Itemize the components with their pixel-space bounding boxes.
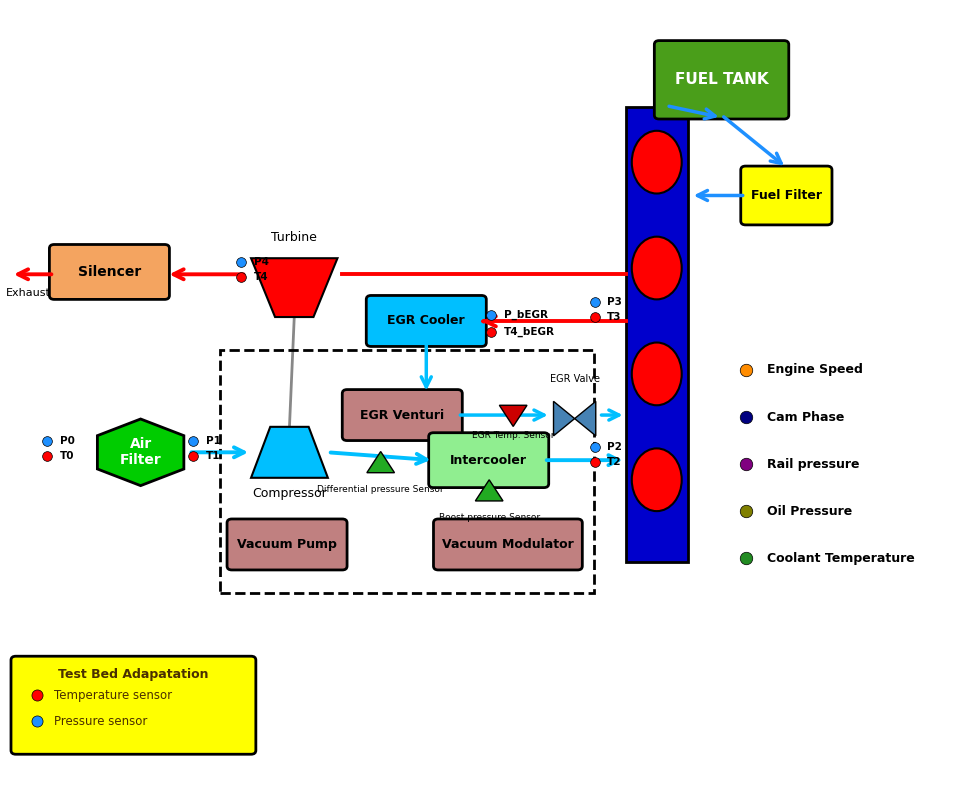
Text: Vacuum Modulator: Vacuum Modulator	[442, 538, 574, 551]
Text: P_bEGR: P_bEGR	[504, 310, 548, 320]
Ellipse shape	[632, 237, 682, 299]
Text: P2: P2	[608, 442, 622, 452]
Text: Exhaust: Exhaust	[6, 288, 51, 298]
Text: P1: P1	[206, 435, 221, 445]
FancyBboxPatch shape	[741, 166, 832, 225]
Text: Boost pressure Sensor: Boost pressure Sensor	[438, 513, 539, 523]
Ellipse shape	[632, 449, 682, 511]
Text: Differential pressure Sensor: Differential pressure Sensor	[318, 486, 444, 494]
Text: Test Bed Adapatation: Test Bed Adapatation	[58, 667, 209, 681]
Text: Temperature sensor: Temperature sensor	[54, 689, 172, 702]
FancyBboxPatch shape	[227, 519, 347, 570]
Text: Silencer: Silencer	[78, 265, 141, 279]
FancyBboxPatch shape	[11, 656, 256, 754]
Text: Oil Pressure: Oil Pressure	[767, 504, 852, 518]
Text: Coolant Temperature: Coolant Temperature	[767, 552, 915, 565]
Text: P0: P0	[60, 435, 75, 445]
Ellipse shape	[632, 342, 682, 405]
Text: T2: T2	[608, 456, 622, 467]
Text: Engine Speed: Engine Speed	[767, 364, 863, 376]
Text: Fuel Filter: Fuel Filter	[751, 189, 821, 202]
Text: Air
Filter: Air Filter	[119, 438, 162, 467]
Text: FUEL TANK: FUEL TANK	[675, 72, 768, 87]
Text: Cam Phase: Cam Phase	[767, 411, 844, 423]
FancyBboxPatch shape	[49, 245, 169, 299]
Polygon shape	[575, 401, 596, 436]
Text: T0: T0	[60, 451, 74, 461]
Text: Turbine: Turbine	[272, 231, 317, 244]
Polygon shape	[97, 419, 184, 486]
Text: EGR Venturi: EGR Venturi	[360, 408, 444, 422]
Text: EGR Cooler: EGR Cooler	[387, 315, 465, 327]
Bar	[221, 350, 594, 593]
Text: T4_bEGR: T4_bEGR	[504, 327, 555, 337]
FancyBboxPatch shape	[433, 519, 583, 570]
Polygon shape	[476, 480, 503, 501]
Text: Pressure sensor: Pressure sensor	[54, 715, 147, 728]
Polygon shape	[251, 258, 337, 317]
Bar	[626, 107, 688, 562]
Text: EGR Temp. Sensor: EGR Temp. Sensor	[472, 431, 555, 440]
Text: T4: T4	[254, 272, 269, 282]
FancyBboxPatch shape	[342, 390, 462, 441]
Text: Intercooler: Intercooler	[450, 453, 527, 467]
Text: P3: P3	[608, 297, 622, 307]
Ellipse shape	[632, 131, 682, 194]
FancyBboxPatch shape	[429, 433, 549, 488]
Text: EGR Valve: EGR Valve	[550, 374, 600, 384]
Text: Compressor: Compressor	[252, 487, 326, 501]
Text: Vacuum Pump: Vacuum Pump	[237, 538, 337, 551]
Polygon shape	[500, 405, 527, 427]
Text: Rail pressure: Rail pressure	[767, 457, 859, 471]
Text: P4: P4	[254, 257, 269, 267]
Polygon shape	[554, 401, 575, 436]
FancyBboxPatch shape	[366, 295, 486, 346]
Text: T1: T1	[206, 451, 221, 461]
Polygon shape	[367, 452, 395, 473]
Polygon shape	[251, 427, 327, 478]
FancyBboxPatch shape	[654, 41, 789, 119]
Text: T3: T3	[608, 312, 622, 322]
